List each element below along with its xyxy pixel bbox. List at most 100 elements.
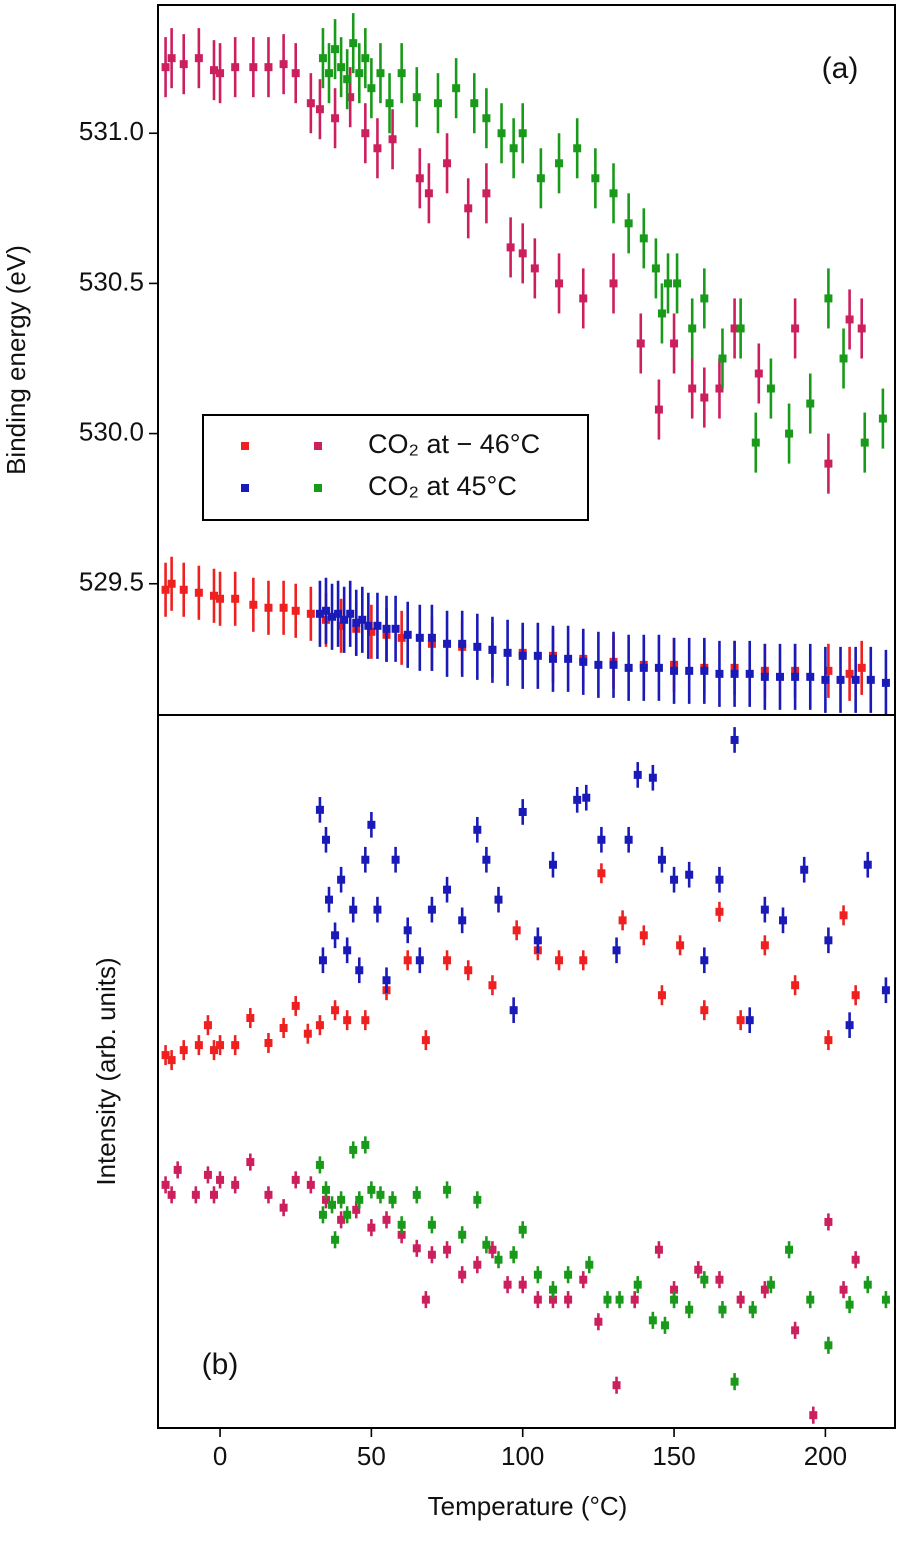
marker	[506, 243, 515, 252]
marker	[636, 339, 645, 348]
marker	[443, 1185, 452, 1194]
marker	[881, 986, 890, 995]
marker	[194, 588, 203, 597]
marker	[609, 660, 618, 669]
marker	[209, 66, 218, 75]
marker	[700, 1275, 709, 1284]
marker	[194, 1041, 203, 1050]
marker	[412, 1244, 421, 1253]
marker	[352, 1205, 361, 1214]
marker	[851, 991, 860, 1000]
marker	[161, 63, 170, 72]
marker	[670, 666, 679, 675]
marker	[791, 1326, 800, 1335]
marker	[806, 1295, 815, 1304]
marker	[427, 905, 436, 914]
marker	[209, 1046, 218, 1055]
marker	[427, 633, 436, 642]
marker	[751, 438, 760, 447]
marker	[349, 1145, 358, 1154]
marker	[548, 1295, 557, 1304]
marker	[361, 129, 370, 138]
marker	[548, 860, 557, 869]
marker	[412, 93, 421, 102]
marker	[760, 905, 769, 914]
marker	[346, 93, 355, 102]
marker	[824, 459, 833, 468]
legend-swatch	[314, 484, 322, 492]
marker	[597, 835, 606, 844]
marker	[318, 956, 327, 965]
marker	[548, 654, 557, 663]
marker	[594, 1317, 603, 1326]
panel-label: (a)	[822, 52, 859, 85]
y-tick-label: 531.0	[79, 116, 144, 146]
marker	[328, 612, 337, 621]
marker	[173, 1165, 182, 1174]
marker	[337, 1195, 346, 1204]
marker	[657, 991, 666, 1000]
marker	[397, 1220, 406, 1229]
marker	[824, 1036, 833, 1045]
marker	[730, 735, 739, 744]
marker	[325, 69, 334, 78]
marker	[179, 585, 188, 594]
marker	[730, 324, 739, 333]
marker	[231, 1180, 240, 1189]
marker	[415, 956, 424, 965]
marker	[603, 1295, 612, 1304]
marker	[473, 1260, 482, 1269]
marker	[318, 1210, 327, 1219]
marker	[494, 895, 503, 904]
marker	[167, 1190, 176, 1199]
marker	[518, 129, 527, 138]
marker	[216, 1041, 225, 1050]
marker	[745, 1016, 754, 1025]
legend-swatch	[241, 484, 249, 492]
marker	[373, 621, 382, 630]
legend-label: CO₂ at 45°C	[368, 471, 517, 501]
overlay: 529.5 530.0 530.5 531.0 Binding energy (eV) (…	[1, 52, 858, 1521]
marker	[851, 675, 860, 684]
marker	[845, 1021, 854, 1030]
marker	[663, 279, 672, 288]
marker	[715, 907, 724, 916]
marker	[715, 669, 724, 678]
marker	[433, 99, 442, 108]
marker	[421, 1295, 430, 1304]
marker	[179, 1046, 188, 1055]
marker	[633, 770, 642, 779]
marker	[209, 591, 218, 600]
marker	[291, 1001, 300, 1010]
marker	[881, 678, 890, 687]
marker	[391, 624, 400, 633]
marker	[264, 63, 273, 72]
marker	[443, 1245, 452, 1254]
marker	[688, 324, 697, 333]
marker	[863, 860, 872, 869]
marker	[216, 1175, 225, 1184]
marker	[824, 666, 833, 675]
panel-b-plot	[161, 727, 890, 1424]
marker	[264, 1038, 273, 1047]
marker	[315, 105, 324, 114]
marker	[518, 249, 527, 258]
marker	[427, 1250, 436, 1259]
marker	[648, 773, 657, 782]
marker	[760, 672, 769, 681]
marker	[464, 204, 473, 213]
x-tick-label: 50	[357, 1441, 386, 1471]
marker	[503, 648, 512, 657]
marker	[633, 1280, 642, 1289]
marker	[264, 603, 273, 612]
marker	[775, 672, 784, 681]
y-axis-label: Intensity (arb. units)	[91, 957, 121, 1185]
marker	[639, 234, 648, 243]
marker	[851, 1255, 860, 1264]
marker	[264, 1190, 273, 1199]
marker	[458, 639, 467, 648]
marker	[443, 956, 452, 965]
marker	[315, 609, 324, 618]
marker	[397, 69, 406, 78]
marker	[306, 99, 315, 108]
